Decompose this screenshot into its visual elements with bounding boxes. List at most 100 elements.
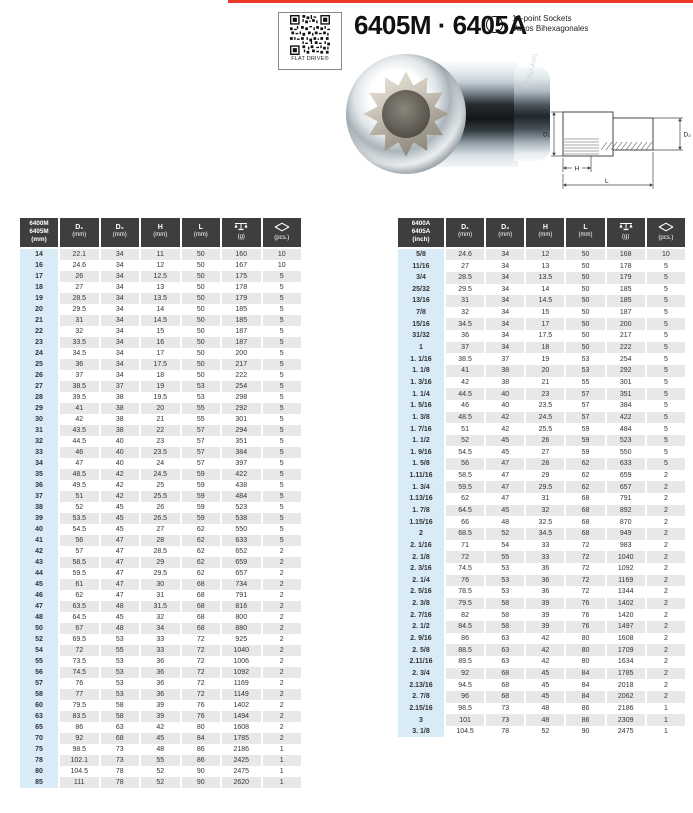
value-cell: 54.5 <box>444 446 484 459</box>
value-cell: 62 <box>564 481 605 494</box>
table-row: 1. 9/16 54.5 45 27 59 550 5 <box>398 446 685 459</box>
size-cell: 29 <box>20 402 58 414</box>
subtitle-block: 12-point Sockets Vasos Bihexagonales <box>512 14 588 35</box>
table-row: 24 34.5 34 17 50 200 5 <box>20 347 301 359</box>
size-cell: 1.13/16 <box>398 493 444 505</box>
column-header: (g) <box>220 218 261 249</box>
value-cell: 27 <box>524 446 564 459</box>
value-cell: 73 <box>484 702 524 715</box>
table-row: 16 24.6 34 12 50 167 10 <box>20 259 301 271</box>
value-cell: 5 <box>260 457 302 469</box>
value-cell: 892 <box>604 504 645 517</box>
value-cell: 167 <box>220 259 261 271</box>
value-cell: 2 <box>260 666 301 678</box>
value-cell: 78.5 <box>444 586 484 598</box>
value-cell: 76 <box>564 621 605 633</box>
value-cell: 2475 <box>604 725 645 738</box>
size-cell: 40 <box>20 523 58 535</box>
value-cell: 42 <box>484 411 525 424</box>
value-cell: 1709 <box>604 644 645 656</box>
value-cell: 59 <box>564 434 605 447</box>
value-cell: 29.5 <box>58 303 99 315</box>
table-row: 15/16 34.5 34 17 50 200 5 <box>398 318 685 331</box>
value-cell: 38 <box>484 364 525 377</box>
value-cell: 50 <box>179 369 221 381</box>
value-cell: 523 <box>604 434 645 447</box>
value-cell: 301 <box>604 376 645 389</box>
value-cell: 2475 <box>220 765 261 777</box>
value-cell: 76 <box>179 710 220 722</box>
value-cell: 550 <box>220 523 261 535</box>
value-cell: 25.5 <box>524 423 564 435</box>
value-cell: 71 <box>444 539 484 552</box>
column-header: (pcs.) <box>260 218 301 249</box>
value-cell: 30 <box>139 578 180 590</box>
size-cell: 41 <box>20 534 58 546</box>
value-cell: 101 <box>444 714 485 726</box>
value-cell: 78 <box>98 765 140 777</box>
value-cell: 68 <box>179 622 220 634</box>
size-cell: 16 <box>20 259 58 271</box>
value-cell: 1420 <box>604 609 645 622</box>
size-cell: 46 <box>20 589 58 601</box>
value-cell: 22 <box>139 424 180 436</box>
table-row: 1.11/16 58.5 47 29 62 659 2 <box>398 469 685 482</box>
value-cell: 26 <box>58 270 99 282</box>
table-row: 7/8 32 34 15 50 187 5 <box>398 306 685 319</box>
value-cell: 187 <box>604 306 645 319</box>
table-row: 43 58.5 47 29 62 659 2 <box>20 556 301 568</box>
value-cell: 351 <box>220 435 261 447</box>
size-cell: 58 <box>20 688 58 700</box>
dim-label-d2: D₂ <box>684 132 692 139</box>
value-cell: 55 <box>179 413 221 425</box>
value-cell: 104.5 <box>444 725 484 738</box>
product-photo: 33 Ko-ken <box>346 53 558 176</box>
size-cell: 17 <box>20 270 58 282</box>
value-cell: 34 <box>484 271 525 284</box>
table-row: 56 74.5 53 36 72 1092 2 <box>20 666 301 678</box>
value-cell: 79.5 <box>58 699 99 711</box>
value-cell: 26.5 <box>139 512 180 524</box>
value-cell: 178 <box>604 260 645 272</box>
table-row: 2. 1/8 72 55 33 72 1040 2 <box>398 551 685 563</box>
size-cell: 26 <box>20 369 58 381</box>
value-cell: 384 <box>220 446 261 458</box>
value-cell: 50 <box>564 271 605 284</box>
value-cell: 50 <box>564 283 604 296</box>
value-cell: 68 <box>484 667 525 680</box>
value-cell: 32 <box>139 611 180 623</box>
value-cell: 59 <box>179 468 220 480</box>
value-cell: 34 <box>98 259 140 271</box>
value-cell: 734 <box>220 578 261 590</box>
table-row: 2. 9/16 86 63 42 80 1608 2 <box>398 632 685 645</box>
value-cell: 66 <box>444 516 484 528</box>
size-cell: 42 <box>20 545 58 557</box>
value-cell: 5 <box>260 490 301 502</box>
size-cell: 2. 9/16 <box>398 632 444 645</box>
value-cell: 58 <box>98 710 139 722</box>
size-cell: 33 <box>20 446 58 458</box>
value-cell: 57 <box>564 411 605 424</box>
value-cell: 34 <box>484 306 524 319</box>
value-cell: 29.5 <box>139 567 180 579</box>
column-header: D₂ (mm) <box>484 218 525 249</box>
value-cell: 5 <box>644 283 685 296</box>
size-cell: 1. 5/16 <box>398 399 444 412</box>
table-row: 54 72 55 33 72 1040 2 <box>20 644 301 656</box>
value-cell: 88.5 <box>444 644 485 656</box>
table-row: 38 52 45 26 59 523 5 <box>20 501 301 513</box>
value-cell: 45 <box>139 732 180 744</box>
value-cell: 800 <box>220 611 261 623</box>
value-cell: 45 <box>524 690 565 703</box>
value-cell: 31 <box>139 589 180 601</box>
value-cell: 62 <box>179 523 221 535</box>
value-cell: 48.5 <box>444 411 485 424</box>
size-cell: 34 <box>20 457 58 469</box>
value-cell: 94.5 <box>444 679 484 691</box>
size-cell: 3/4 <box>398 271 444 284</box>
value-cell: 38 <box>98 402 139 414</box>
value-cell: 15 <box>524 306 564 319</box>
value-cell: 2 <box>644 493 685 505</box>
value-cell: 2425 <box>220 754 261 766</box>
value-cell: 62 <box>179 567 221 579</box>
